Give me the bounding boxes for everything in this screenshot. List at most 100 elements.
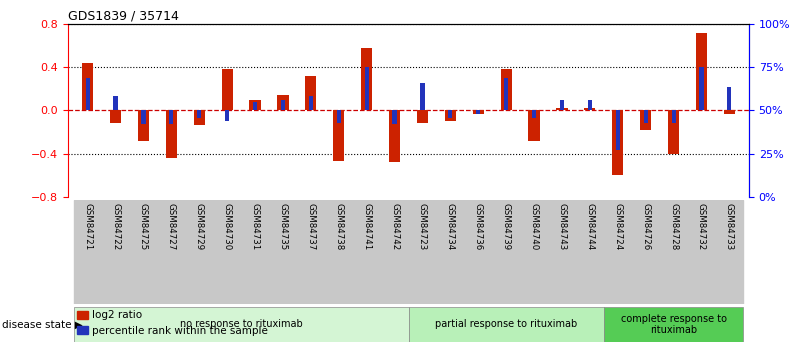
Bar (102, 200, 130, 304)
Bar (473, 110, 484, 114)
Bar (557, 108, 568, 110)
Bar (281, 100, 285, 110)
Text: GSM84728: GSM84728 (669, 203, 678, 250)
Bar (437, 200, 465, 304)
Text: GSM84727: GSM84727 (167, 203, 176, 250)
Bar (504, 78, 509, 110)
Bar (277, 95, 288, 110)
Bar (445, 110, 456, 121)
Bar (110, 110, 121, 124)
Text: GSM84724: GSM84724 (614, 203, 622, 250)
Bar (576, 200, 604, 304)
Text: GSM84739: GSM84739 (501, 203, 511, 250)
Bar (380, 200, 409, 304)
Bar (225, 110, 229, 121)
Bar (361, 48, 372, 110)
Bar (197, 110, 201, 118)
Bar (520, 200, 548, 304)
Text: GSM84741: GSM84741 (362, 203, 371, 250)
Text: partial response to rituximab: partial response to rituximab (435, 319, 578, 329)
Bar (421, 83, 425, 110)
Bar (169, 110, 174, 125)
Bar (269, 200, 297, 304)
Bar (643, 110, 648, 124)
Bar (114, 96, 118, 110)
Bar (727, 87, 731, 110)
Bar (392, 110, 396, 125)
Bar (297, 200, 324, 304)
Bar (138, 110, 149, 141)
Bar (724, 110, 735, 114)
Bar (660, 200, 687, 304)
Bar (364, 67, 368, 110)
Bar (308, 96, 313, 110)
Text: GSM84723: GSM84723 (418, 203, 427, 250)
Bar (389, 110, 400, 162)
Bar (305, 76, 316, 110)
Bar (632, 200, 660, 304)
Text: GSM84733: GSM84733 (725, 203, 734, 250)
Text: GSM84738: GSM84738 (334, 203, 344, 250)
Text: GSM84726: GSM84726 (641, 203, 650, 250)
Bar (82, 63, 93, 110)
Bar (141, 110, 146, 125)
Bar (253, 102, 257, 110)
Text: disease state ▶: disease state ▶ (2, 319, 83, 329)
Bar (465, 200, 493, 304)
Bar (668, 110, 679, 154)
Bar (213, 200, 241, 304)
Text: GSM84725: GSM84725 (139, 203, 148, 250)
Bar (687, 200, 715, 304)
Text: GSM84729: GSM84729 (195, 203, 203, 250)
Bar (324, 200, 352, 304)
Text: GSM84742: GSM84742 (390, 203, 399, 250)
Bar (671, 110, 676, 124)
Bar (194, 110, 205, 126)
Bar (166, 110, 177, 158)
Bar (529, 110, 540, 141)
Bar (409, 200, 437, 304)
Text: GSM84743: GSM84743 (557, 203, 566, 250)
Text: GSM84722: GSM84722 (111, 203, 120, 250)
Text: GSM84730: GSM84730 (223, 203, 231, 250)
Text: GSM84734: GSM84734 (446, 203, 455, 250)
Bar (130, 200, 157, 304)
Bar (584, 108, 595, 110)
Bar (640, 110, 651, 130)
Text: GSM84735: GSM84735 (279, 203, 288, 250)
Text: GSM84721: GSM84721 (83, 203, 92, 250)
Text: GDS1839 / 35714: GDS1839 / 35714 (68, 10, 179, 23)
Bar (604, 200, 632, 304)
Bar (612, 110, 623, 175)
Bar (222, 69, 233, 110)
Bar (449, 110, 453, 118)
Bar (604, 307, 743, 342)
Bar (185, 200, 213, 304)
Bar (241, 200, 269, 304)
Text: no response to rituximab: no response to rituximab (179, 319, 303, 329)
Bar (501, 69, 512, 110)
Bar (417, 110, 428, 124)
Bar (333, 110, 344, 161)
Bar (616, 110, 620, 150)
Bar (249, 100, 260, 110)
Bar (588, 100, 592, 110)
Bar (352, 200, 380, 304)
Bar (409, 307, 604, 342)
Text: GSM84736: GSM84736 (473, 203, 483, 250)
Legend: log2 ratio, percentile rank within the sample: log2 ratio, percentile rank within the s… (74, 306, 272, 340)
Text: GSM84732: GSM84732 (697, 203, 706, 250)
Bar (74, 307, 409, 342)
Bar (532, 110, 536, 118)
Bar (548, 200, 576, 304)
Bar (336, 110, 341, 124)
Bar (696, 33, 707, 110)
Bar (157, 200, 185, 304)
Bar (74, 200, 102, 304)
Bar (86, 78, 90, 110)
Bar (476, 110, 481, 114)
Text: GSM84737: GSM84737 (306, 203, 316, 250)
Text: complete response to
rituximab: complete response to rituximab (621, 314, 727, 335)
Bar (560, 100, 564, 110)
Bar (715, 200, 743, 304)
